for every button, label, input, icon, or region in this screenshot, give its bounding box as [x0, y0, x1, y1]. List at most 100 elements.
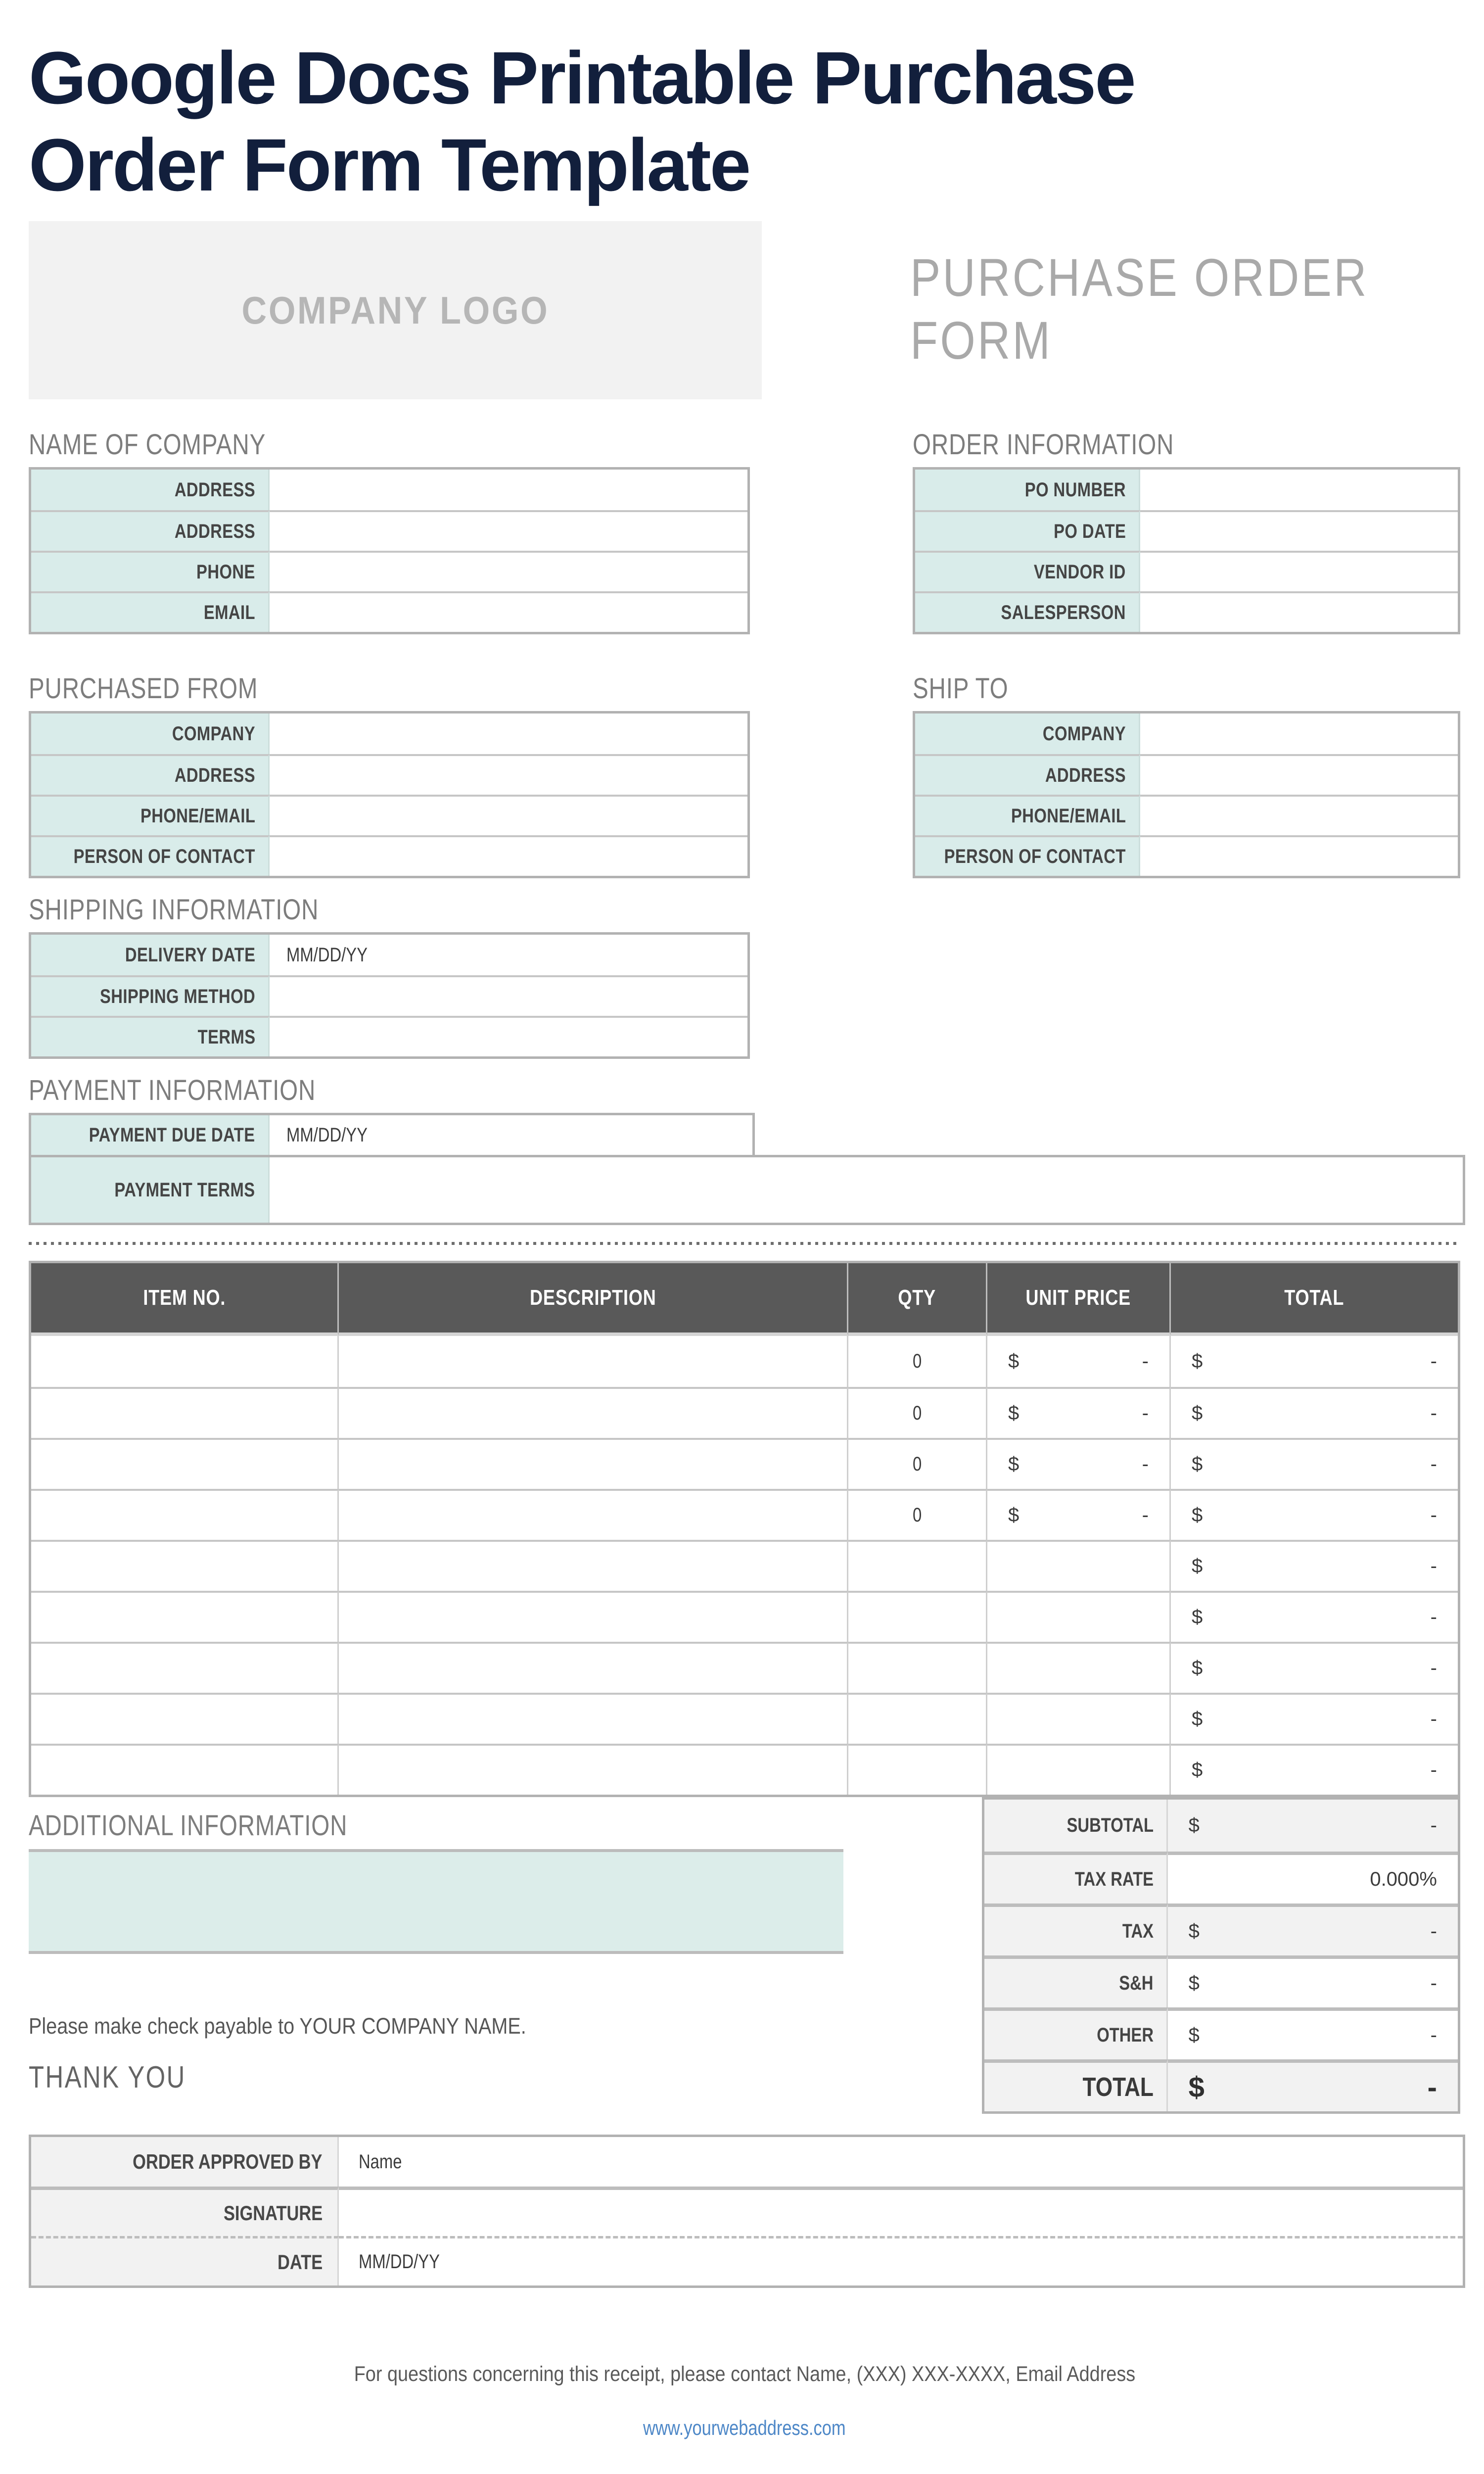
- description-cell[interactable]: [339, 1387, 848, 1438]
- items-table: ITEM NO. DESCRIPTION QTY UNIT PRICE TOTA…: [29, 1261, 1460, 1797]
- section-shipping: SHIPPING INFORMATION DELIVERY DATE MM/DD…: [29, 893, 1460, 1059]
- unit-price-cell[interactable]: [987, 1693, 1171, 1744]
- items-header-item-no: ITEM NO.: [31, 1263, 339, 1336]
- unit-price-cell[interactable]: [987, 1642, 1171, 1693]
- qty-cell[interactable]: [848, 1744, 987, 1795]
- ship-contact-field[interactable]: [1140, 835, 1458, 876]
- item-no-cell[interactable]: [31, 1744, 339, 1795]
- sh-value[interactable]: $ -: [1167, 1955, 1458, 2007]
- description-cell[interactable]: [339, 1744, 848, 1795]
- total-label: TOTAL: [984, 2059, 1168, 2111]
- signature-field[interactable]: [339, 2187, 1463, 2236]
- order-approved-by-field[interactable]: Name: [339, 2137, 1463, 2187]
- item-no-cell[interactable]: [31, 1438, 339, 1489]
- ship-phone-email-field[interactable]: [1140, 795, 1458, 835]
- total-cell[interactable]: $ -: [1171, 1336, 1458, 1387]
- item-no-cell[interactable]: [31, 1489, 339, 1540]
- total-cell[interactable]: $ -: [1171, 1591, 1458, 1642]
- item-no-cell[interactable]: [31, 1540, 339, 1591]
- unit-price-cell[interactable]: $ -: [987, 1387, 1171, 1438]
- unit-price-cell[interactable]: [987, 1540, 1171, 1591]
- description-cell[interactable]: [339, 1438, 848, 1489]
- total-cell[interactable]: $ -: [1171, 1438, 1458, 1489]
- field-label: VENDOR ID: [915, 551, 1140, 591]
- item-no-cell[interactable]: [31, 1693, 339, 1744]
- footer-website-link[interactable]: www.yourwebaddress.com: [643, 2416, 846, 2439]
- company-phone-field[interactable]: [270, 551, 747, 591]
- total-value: $ -: [1167, 2059, 1458, 2111]
- company-address2-field[interactable]: [270, 510, 747, 551]
- purchased-company-field[interactable]: [270, 714, 747, 754]
- ship-to-table: COMPANY ADDRESS PHONE/EMAIL PERSON OF CO…: [913, 711, 1460, 878]
- payment-terms-field[interactable]: [270, 1157, 1463, 1223]
- qty-cell[interactable]: 0: [848, 1489, 987, 1540]
- description-cell[interactable]: [339, 1642, 848, 1693]
- qty-cell[interactable]: [848, 1642, 987, 1693]
- field-label: PO NUMBER: [915, 470, 1140, 510]
- shipping-terms-field[interactable]: [270, 1016, 747, 1056]
- field-label: ADDRESS: [31, 754, 270, 795]
- vendor-id-field[interactable]: [1140, 551, 1458, 591]
- page-title: Google Docs Printable Purchase Order For…: [29, 35, 1460, 208]
- field-label: ADDRESS: [31, 470, 270, 510]
- qty-cell[interactable]: [848, 1540, 987, 1591]
- total-cell[interactable]: $ -: [1171, 1693, 1458, 1744]
- tax-rate-value[interactable]: 0.000%: [1167, 1852, 1458, 1903]
- other-value[interactable]: $ -: [1167, 2007, 1458, 2059]
- description-cell[interactable]: [339, 1489, 848, 1540]
- unit-price-cell[interactable]: $ -: [987, 1489, 1171, 1540]
- form-title-line2: FORM: [910, 310, 1053, 371]
- payment-due-table: PAYMENT DUE DATE MM/DD/YY: [29, 1113, 755, 1155]
- total-cell[interactable]: $ -: [1171, 1540, 1458, 1591]
- ship-address-field[interactable]: [1140, 754, 1458, 795]
- company-email-field[interactable]: [270, 591, 747, 632]
- field-label: EMAIL: [31, 591, 270, 632]
- total-cell[interactable]: $ -: [1171, 1642, 1458, 1693]
- qty-cell[interactable]: [848, 1693, 987, 1744]
- qty-cell[interactable]: 0: [848, 1387, 987, 1438]
- purchased-phone-email-field[interactable]: [270, 795, 747, 835]
- shipping-info-table: DELIVERY DATE MM/DD/YY SHIPPING METHOD T…: [29, 932, 750, 1059]
- company-logo-text: COMPANY LOGO: [241, 288, 549, 332]
- qty-cell[interactable]: 0: [848, 1438, 987, 1489]
- company-logo-placeholder[interactable]: COMPANY LOGO: [29, 221, 762, 399]
- purchased-contact-field[interactable]: [270, 835, 747, 876]
- description-cell[interactable]: [339, 1693, 848, 1744]
- po-date-field[interactable]: [1140, 510, 1458, 551]
- form-title: PURCHASE ORDER FORM: [910, 221, 1449, 399]
- po-number-field[interactable]: [1140, 470, 1458, 510]
- item-no-cell[interactable]: [31, 1387, 339, 1438]
- tax-value[interactable]: $ -: [1167, 1903, 1458, 1955]
- order-info-table: PO NUMBER PO DATE VENDOR ID SALESPERSON: [913, 467, 1460, 634]
- footer-contact-line: For questions concerning this receipt, p…: [354, 2362, 1135, 2386]
- description-cell[interactable]: [339, 1591, 848, 1642]
- item-no-cell[interactable]: [31, 1642, 339, 1693]
- description-cell[interactable]: [339, 1540, 848, 1591]
- purchased-address-field[interactable]: [270, 754, 747, 795]
- description-cell[interactable]: [339, 1336, 848, 1387]
- qty-cell[interactable]: [848, 1591, 987, 1642]
- field-label: SALESPERSON: [915, 591, 1140, 632]
- sh-label: S&H: [984, 1955, 1168, 2007]
- field-label: TERMS: [31, 1016, 270, 1056]
- salesperson-field[interactable]: [1140, 591, 1458, 632]
- total-cell[interactable]: $ -: [1171, 1387, 1458, 1438]
- additional-info-box[interactable]: [29, 1849, 843, 1954]
- payment-due-date-field[interactable]: MM/DD/YY: [270, 1115, 752, 1155]
- total-cell[interactable]: $ -: [1171, 1489, 1458, 1540]
- company-address1-field[interactable]: [270, 470, 747, 510]
- unit-price-cell[interactable]: $ -: [987, 1336, 1171, 1387]
- shipping-method-field[interactable]: [270, 975, 747, 1016]
- date-field[interactable]: MM/DD/YY: [339, 2236, 1463, 2285]
- delivery-date-field[interactable]: MM/DD/YY: [270, 935, 747, 975]
- unit-price-cell[interactable]: $ -: [987, 1438, 1171, 1489]
- qty-cell[interactable]: 0: [848, 1336, 987, 1387]
- item-no-cell[interactable]: [31, 1591, 339, 1642]
- unit-price-cell[interactable]: [987, 1744, 1171, 1795]
- item-no-cell[interactable]: [31, 1336, 339, 1387]
- total-cell[interactable]: $ -: [1171, 1744, 1458, 1795]
- unit-price-cell[interactable]: [987, 1591, 1171, 1642]
- ship-company-field[interactable]: [1140, 714, 1458, 754]
- subtotal-value[interactable]: $ -: [1167, 1800, 1458, 1852]
- field-label: PHONE/EMAIL: [31, 795, 270, 835]
